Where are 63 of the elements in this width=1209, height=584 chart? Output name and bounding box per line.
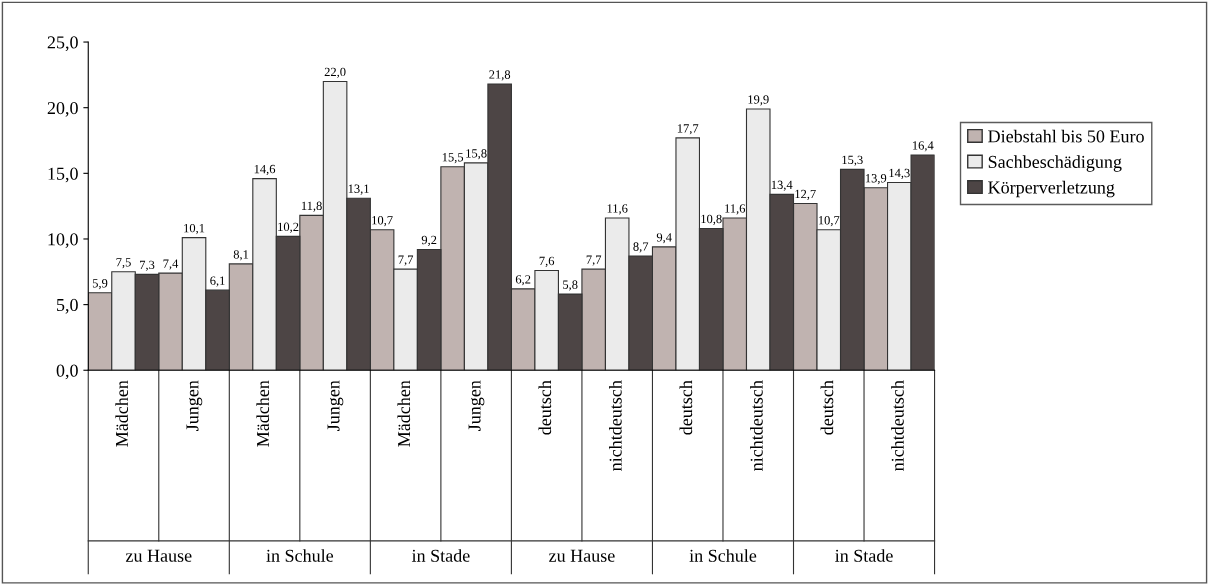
data-label: 10,1 bbox=[184, 223, 205, 235]
data-label: 21,8 bbox=[489, 70, 511, 81]
data-label: 22,0 bbox=[324, 67, 346, 78]
data-label: 6,1 bbox=[210, 276, 225, 287]
text: in Schule bbox=[266, 549, 334, 562]
data-label: 13,4 bbox=[771, 180, 793, 191]
data-label: 13,1 bbox=[348, 184, 369, 195]
data-label: 10,2 bbox=[278, 222, 299, 233]
data-label: 11,8 bbox=[301, 201, 322, 212]
y-tick-label: 10,0 bbox=[48, 233, 78, 249]
x-tick-label: nichtdeutsch bbox=[750, 380, 763, 471]
x-tick-label: Mädchen bbox=[115, 380, 129, 447]
data-label: 7,6 bbox=[539, 256, 555, 267]
text: in Stade bbox=[835, 549, 893, 562]
data-label: 7,5 bbox=[116, 258, 131, 269]
y-tick-label: 0,0 bbox=[56, 364, 78, 380]
x-tick-label: deutsch bbox=[538, 380, 552, 435]
data-label: 19,9 bbox=[748, 95, 769, 106]
x-tick-label: Jungen bbox=[468, 380, 485, 431]
x-tick-label: Mädchen bbox=[256, 380, 270, 447]
data-label: 13,9 bbox=[865, 174, 887, 185]
data-label: 5,8 bbox=[563, 280, 578, 291]
text: in Stade bbox=[411, 549, 470, 562]
x-tick-label: Mädchen bbox=[397, 380, 411, 447]
data-label: 11,6 bbox=[607, 204, 628, 215]
legend-label: Körperverletzung bbox=[988, 180, 1115, 198]
x-tick-label: deutsch bbox=[679, 380, 693, 435]
text: in Schule bbox=[689, 549, 757, 562]
data-label: 7,7 bbox=[586, 255, 602, 266]
text: zu Hause bbox=[125, 549, 192, 562]
data-label: 15,8 bbox=[466, 149, 487, 160]
x-tick-label: nichtdeutsch bbox=[891, 380, 904, 471]
data-label: 9,2 bbox=[421, 235, 437, 246]
legend-label: Diebstahl bis 50 Euro bbox=[988, 129, 1144, 143]
x-tick-label: Jungen bbox=[327, 380, 344, 431]
data-label: 15,5 bbox=[442, 153, 464, 164]
data-label: 10,7 bbox=[818, 216, 840, 227]
x-tick-label: deutsch bbox=[820, 380, 834, 435]
data-label: 8,7 bbox=[633, 242, 649, 253]
x-tick-label: nichtdeutsch bbox=[609, 380, 622, 471]
y-tick-label: 15,0 bbox=[48, 167, 78, 183]
data-label: 12,7 bbox=[795, 189, 816, 201]
data-label: 16,4 bbox=[912, 141, 934, 152]
data-label: 7,3 bbox=[140, 260, 155, 271]
y-tick-label: 5,0 bbox=[57, 298, 78, 314]
data-label: 17,7 bbox=[677, 124, 699, 135]
data-label: 7,4 bbox=[163, 259, 179, 270]
x-tick-label: Jungen bbox=[186, 380, 203, 431]
data-label: 11,6 bbox=[725, 204, 746, 215]
data-label: 14,3 bbox=[889, 168, 910, 179]
data-label: 8,1 bbox=[233, 250, 249, 261]
data-label: 6,2 bbox=[515, 275, 531, 286]
data-label: 10,8 bbox=[701, 214, 722, 225]
text: zu Hause bbox=[549, 549, 615, 562]
y-tick-label: 20,0 bbox=[47, 101, 78, 117]
data-label: 9,4 bbox=[656, 233, 672, 244]
data-label: 15,3 bbox=[842, 155, 863, 166]
data-label: 10,7 bbox=[372, 216, 393, 227]
legend-label: Sachbeschädigung bbox=[988, 155, 1122, 172]
data-label: 5,9 bbox=[92, 279, 108, 290]
y-tick-label: 25,0 bbox=[47, 36, 78, 52]
data-label: 7,7 bbox=[398, 255, 414, 266]
data-label: 14,6 bbox=[254, 164, 276, 176]
